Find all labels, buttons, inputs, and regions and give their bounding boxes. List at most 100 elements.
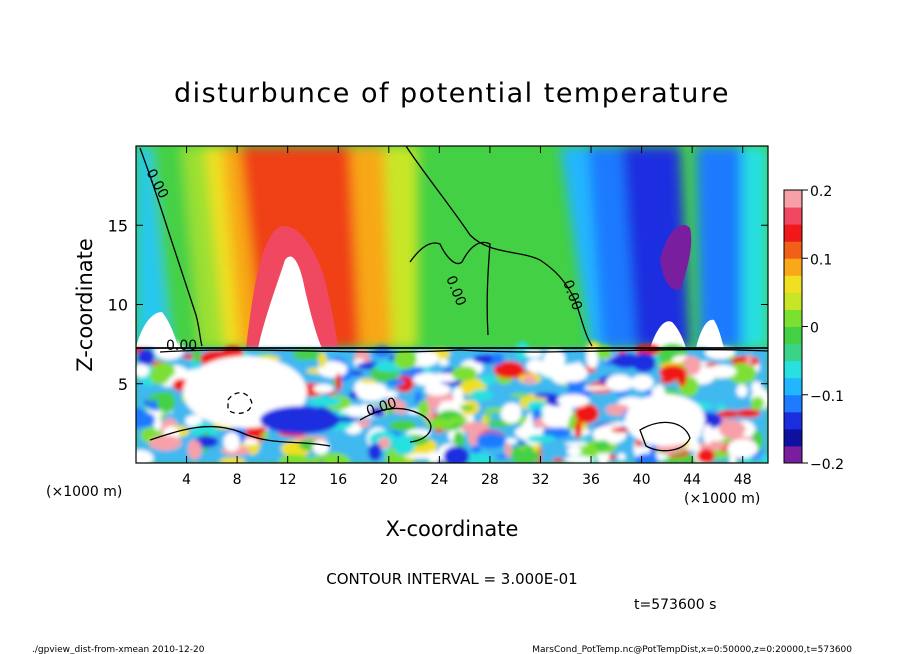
heatmap-features bbox=[136, 224, 724, 348]
contour-lower-right bbox=[639, 421, 691, 452]
turbulence-cell bbox=[368, 443, 382, 461]
turbulence-cell bbox=[136, 411, 156, 428]
turbulence-cell bbox=[566, 446, 582, 456]
colorbar-cell bbox=[784, 190, 802, 208]
colorbar-cell bbox=[784, 224, 802, 242]
turbulence-cell bbox=[649, 442, 657, 462]
turbulence-cell bbox=[526, 412, 534, 434]
colorbar-tick-label: −0.2 bbox=[810, 457, 844, 473]
footer-right: MarsCond_PotTemp.nc@PotTempDist,x=0:5000… bbox=[532, 645, 852, 654]
colorbar-cell bbox=[784, 360, 802, 379]
turbulence-cell bbox=[260, 432, 270, 439]
lower-layer-warm-cell bbox=[625, 394, 705, 446]
contour-lines bbox=[136, 146, 768, 452]
contour-lower-mid bbox=[359, 407, 432, 443]
turbulence-cell bbox=[476, 432, 507, 449]
turbulence-cell bbox=[707, 364, 737, 379]
x-tick-label: 40 bbox=[633, 472, 651, 488]
x-tick-label: 32 bbox=[532, 472, 550, 488]
turbulence-cell bbox=[379, 390, 398, 398]
turbulence-cell bbox=[223, 431, 241, 452]
x-tick-label: 24 bbox=[430, 472, 448, 488]
turbulence-cell bbox=[515, 341, 530, 360]
turbulence-cell bbox=[727, 362, 757, 385]
chart-title: disturbunce of potential temperature bbox=[174, 78, 730, 109]
turbulence-cell bbox=[459, 405, 474, 411]
turbulence-cell bbox=[542, 409, 570, 428]
turbulence-cell bbox=[335, 373, 342, 392]
y-axis-title: Z-coordinate bbox=[73, 238, 97, 372]
turbulence-cell bbox=[187, 439, 202, 460]
turbulence-cell bbox=[729, 448, 737, 463]
turbulence-cell bbox=[659, 364, 687, 381]
turbulence-cell bbox=[378, 437, 391, 449]
turbulence-cell bbox=[470, 389, 493, 401]
turbulence-cell bbox=[397, 401, 407, 415]
heatmap-cold-peak bbox=[650, 321, 686, 348]
colorbar-cell bbox=[784, 258, 802, 276]
turbulence-cell bbox=[389, 419, 417, 432]
turbulence-cell bbox=[716, 403, 726, 411]
x-unit-label-bottom-right: (×1000 m) bbox=[684, 491, 760, 507]
colorbar-ticks: 0.2 0.1 0 −0.1 −0.2 bbox=[802, 184, 844, 473]
contour-line-center-left bbox=[409, 241, 491, 336]
turbulence-cell bbox=[510, 444, 540, 463]
turbulence-cell bbox=[443, 446, 470, 463]
turbulence-cell bbox=[557, 394, 590, 408]
time-text: t=573600 s bbox=[634, 597, 716, 613]
turbulence-cell bbox=[438, 358, 449, 366]
turbulence-cell bbox=[278, 454, 311, 463]
turbulence-cell bbox=[605, 374, 634, 392]
lower-layer-cold-cell bbox=[260, 406, 340, 434]
turbulence-cell bbox=[156, 391, 176, 413]
x-tick-label: 44 bbox=[683, 472, 701, 488]
turbulence-cell bbox=[149, 367, 170, 385]
colorbar-cell bbox=[784, 292, 802, 310]
colorbar-cell bbox=[784, 377, 802, 396]
turbulence-cell bbox=[424, 383, 451, 396]
colorbar-cell bbox=[784, 428, 802, 447]
turbulence-cell bbox=[448, 416, 468, 424]
turbulence-cell bbox=[736, 384, 748, 398]
turbulence-cell bbox=[611, 427, 631, 433]
contour-dashed-cell bbox=[227, 392, 253, 415]
colorbar-cell bbox=[784, 241, 802, 259]
x-tick-label: 48 bbox=[734, 472, 752, 488]
turbulence-cell bbox=[137, 348, 155, 366]
turbulence-cell bbox=[574, 403, 599, 424]
contour-label: 0.00 bbox=[166, 338, 197, 354]
colorbar: 0.2 0.1 0 −0.1 −0.2 bbox=[783, 184, 844, 473]
turbulence-cell bbox=[292, 348, 322, 361]
colorbar-tick-label: 0 bbox=[810, 321, 819, 337]
turbulence-cell bbox=[635, 438, 643, 447]
turbulence-cell bbox=[574, 420, 582, 439]
x-tick-label: 8 bbox=[233, 472, 242, 488]
heatmap-band bbox=[622, 146, 690, 348]
turbulence-cell bbox=[410, 350, 439, 367]
turbulence-cell bbox=[552, 457, 565, 462]
contour-line-center bbox=[405, 146, 593, 347]
turbulence-cell bbox=[526, 400, 549, 413]
turbulence-cell bbox=[696, 448, 715, 463]
turbulence-cell bbox=[580, 435, 587, 442]
x-axis: 4 8 12 16 20 24 28 32 36 40 44 48 bbox=[182, 146, 752, 488]
turbulence-cell bbox=[149, 396, 173, 401]
turbulence-cell bbox=[522, 375, 537, 384]
turbulence-cell bbox=[717, 410, 741, 418]
turbulence-cell bbox=[500, 403, 522, 424]
heatmap-band bbox=[696, 146, 742, 348]
turbulence-cell bbox=[318, 352, 327, 368]
turbulence-cell bbox=[493, 361, 525, 379]
x-unit-label-bottom-left: (×1000 m) bbox=[46, 484, 122, 500]
x-axis-title: X-coordinate bbox=[386, 517, 519, 541]
turbulence-cell bbox=[153, 418, 162, 431]
x-tick-label: 36 bbox=[582, 472, 600, 488]
y-tick-label: 15 bbox=[108, 216, 128, 235]
colorbar-tick-label: −0.1 bbox=[810, 389, 844, 405]
heatmap-cold-peak-2 bbox=[696, 319, 724, 348]
turbulence-cell bbox=[312, 440, 329, 455]
turbulence-cell bbox=[355, 382, 388, 402]
turbulence-cell bbox=[718, 419, 746, 439]
turbulence-cell bbox=[149, 435, 182, 451]
